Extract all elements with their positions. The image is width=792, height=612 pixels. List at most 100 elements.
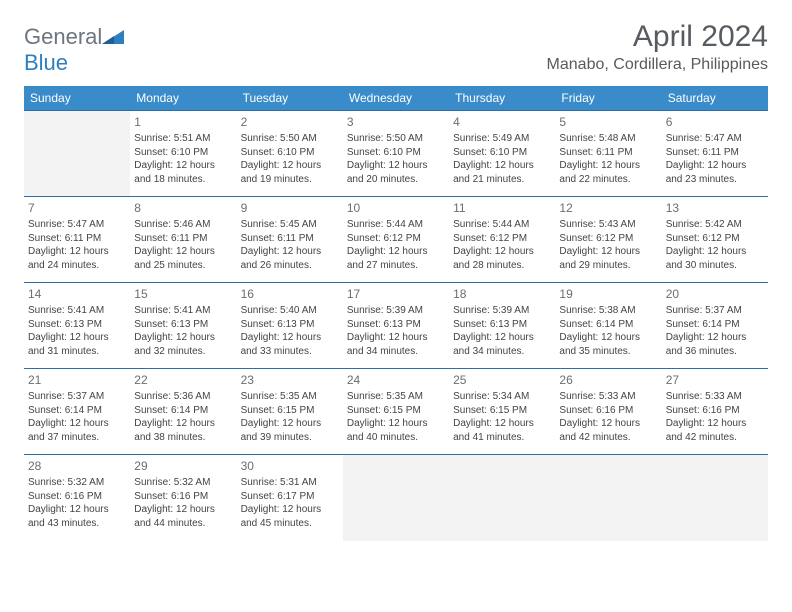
cell-text: and 38 minutes. — [134, 431, 232, 445]
cell-text: Sunset: 6:11 PM — [134, 232, 232, 246]
calendar-cell: 23Sunrise: 5:35 AMSunset: 6:15 PMDayligh… — [237, 369, 343, 455]
cell-text: Sunset: 6:11 PM — [666, 146, 764, 160]
cell-text: Sunrise: 5:46 AM — [134, 218, 232, 232]
cell-text: Sunrise: 5:50 AM — [241, 132, 339, 146]
cell-text: Sunrise: 5:37 AM — [28, 390, 126, 404]
day-header: Saturday — [662, 86, 768, 111]
cell-text: and 30 minutes. — [666, 259, 764, 273]
day-header: Tuesday — [237, 86, 343, 111]
cell-text: Sunset: 6:17 PM — [241, 490, 339, 504]
cell-text: and 24 minutes. — [28, 259, 126, 273]
cell-text: and 29 minutes. — [559, 259, 657, 273]
cell-text: Sunrise: 5:44 AM — [453, 218, 551, 232]
day-number: 15 — [134, 286, 232, 302]
location-text: Manabo, Cordillera, Philippines — [547, 56, 768, 74]
calendar-row: 21Sunrise: 5:37 AMSunset: 6:14 PMDayligh… — [24, 369, 768, 455]
day-number: 8 — [134, 200, 232, 216]
brand-logo: General Blue — [24, 24, 124, 76]
cell-text: and 18 minutes. — [134, 173, 232, 187]
calendar-cell: 10Sunrise: 5:44 AMSunset: 6:12 PMDayligh… — [343, 197, 449, 283]
cell-text: Daylight: 12 hours — [134, 331, 232, 345]
cell-text: Sunset: 6:14 PM — [28, 404, 126, 418]
calendar-cell: 22Sunrise: 5:36 AMSunset: 6:14 PMDayligh… — [130, 369, 236, 455]
cell-text: and 33 minutes. — [241, 345, 339, 359]
calendar-cell: 26Sunrise: 5:33 AMSunset: 6:16 PMDayligh… — [555, 369, 661, 455]
cell-text: Sunrise: 5:51 AM — [134, 132, 232, 146]
cell-text: Daylight: 12 hours — [241, 331, 339, 345]
cell-text: Sunset: 6:10 PM — [453, 146, 551, 160]
cell-text: Daylight: 12 hours — [666, 245, 764, 259]
calendar-row: 1Sunrise: 5:51 AMSunset: 6:10 PMDaylight… — [24, 111, 768, 197]
cell-text: Sunrise: 5:48 AM — [559, 132, 657, 146]
cell-text: Sunset: 6:12 PM — [666, 232, 764, 246]
cell-text: and 32 minutes. — [134, 345, 232, 359]
day-number: 16 — [241, 286, 339, 302]
day-number: 6 — [666, 114, 764, 130]
cell-text: Sunset: 6:13 PM — [241, 318, 339, 332]
cell-text: Sunrise: 5:47 AM — [666, 132, 764, 146]
cell-text: Daylight: 12 hours — [559, 417, 657, 431]
calendar-cell: 11Sunrise: 5:44 AMSunset: 6:12 PMDayligh… — [449, 197, 555, 283]
cell-text: Sunrise: 5:43 AM — [559, 218, 657, 232]
cell-text: Sunrise: 5:42 AM — [666, 218, 764, 232]
cell-text: Sunset: 6:16 PM — [666, 404, 764, 418]
cell-text: Daylight: 12 hours — [559, 159, 657, 173]
cell-text: Sunset: 6:13 PM — [134, 318, 232, 332]
cell-text: Sunrise: 5:35 AM — [241, 390, 339, 404]
day-number: 22 — [134, 372, 232, 388]
title-block: April 2024 Manabo, Cordillera, Philippin… — [547, 20, 768, 74]
cell-text: Daylight: 12 hours — [453, 331, 551, 345]
cell-text: Sunrise: 5:38 AM — [559, 304, 657, 318]
cell-text: and 19 minutes. — [241, 173, 339, 187]
day-header-row: SundayMondayTuesdayWednesdayThursdayFrid… — [24, 86, 768, 111]
day-number: 13 — [666, 200, 764, 216]
cell-text: Sunset: 6:10 PM — [347, 146, 445, 160]
calendar-cell: 1Sunrise: 5:51 AMSunset: 6:10 PMDaylight… — [130, 111, 236, 197]
cell-text: Sunrise: 5:32 AM — [134, 476, 232, 490]
day-number: 7 — [28, 200, 126, 216]
calendar-cell: 19Sunrise: 5:38 AMSunset: 6:14 PMDayligh… — [555, 283, 661, 369]
cell-text: and 44 minutes. — [134, 517, 232, 531]
calendar-cell: 16Sunrise: 5:40 AMSunset: 6:13 PMDayligh… — [237, 283, 343, 369]
calendar-cell: 14Sunrise: 5:41 AMSunset: 6:13 PMDayligh… — [24, 283, 130, 369]
calendar-cell: 3Sunrise: 5:50 AMSunset: 6:10 PMDaylight… — [343, 111, 449, 197]
cell-text: Sunset: 6:13 PM — [453, 318, 551, 332]
cell-text: and 35 minutes. — [559, 345, 657, 359]
cell-text: Sunset: 6:15 PM — [241, 404, 339, 418]
cell-text: Sunrise: 5:39 AM — [347, 304, 445, 318]
cell-text: Sunrise: 5:49 AM — [453, 132, 551, 146]
day-number: 27 — [666, 372, 764, 388]
cell-text: Sunset: 6:14 PM — [666, 318, 764, 332]
cell-text: and 36 minutes. — [666, 345, 764, 359]
cell-text: Daylight: 12 hours — [134, 417, 232, 431]
header: General Blue April 2024 Manabo, Cordille… — [24, 20, 768, 76]
cell-text: Sunset: 6:12 PM — [559, 232, 657, 246]
cell-text: Sunrise: 5:37 AM — [666, 304, 764, 318]
calendar-cell — [662, 455, 768, 541]
calendar-cell: 30Sunrise: 5:31 AMSunset: 6:17 PMDayligh… — [237, 455, 343, 541]
day-number: 25 — [453, 372, 551, 388]
cell-text: and 42 minutes. — [666, 431, 764, 445]
calendar-cell — [24, 111, 130, 197]
day-header: Friday — [555, 86, 661, 111]
calendar-cell: 6Sunrise: 5:47 AMSunset: 6:11 PMDaylight… — [662, 111, 768, 197]
day-number: 4 — [453, 114, 551, 130]
calendar-cell: 12Sunrise: 5:43 AMSunset: 6:12 PMDayligh… — [555, 197, 661, 283]
cell-text: Daylight: 12 hours — [666, 331, 764, 345]
cell-text: and 34 minutes. — [453, 345, 551, 359]
cell-text: Daylight: 12 hours — [28, 417, 126, 431]
calendar-cell: 5Sunrise: 5:48 AMSunset: 6:11 PMDaylight… — [555, 111, 661, 197]
cell-text: and 34 minutes. — [347, 345, 445, 359]
calendar-row: 7Sunrise: 5:47 AMSunset: 6:11 PMDaylight… — [24, 197, 768, 283]
cell-text: Daylight: 12 hours — [134, 503, 232, 517]
cell-text: Sunset: 6:16 PM — [28, 490, 126, 504]
cell-text: Daylight: 12 hours — [559, 245, 657, 259]
calendar-cell: 2Sunrise: 5:50 AMSunset: 6:10 PMDaylight… — [237, 111, 343, 197]
day-number: 2 — [241, 114, 339, 130]
cell-text: Sunset: 6:16 PM — [134, 490, 232, 504]
cell-text: Daylight: 12 hours — [453, 417, 551, 431]
day-number: 3 — [347, 114, 445, 130]
cell-text: Daylight: 12 hours — [666, 417, 764, 431]
day-number: 29 — [134, 458, 232, 474]
calendar-cell: 9Sunrise: 5:45 AMSunset: 6:11 PMDaylight… — [237, 197, 343, 283]
